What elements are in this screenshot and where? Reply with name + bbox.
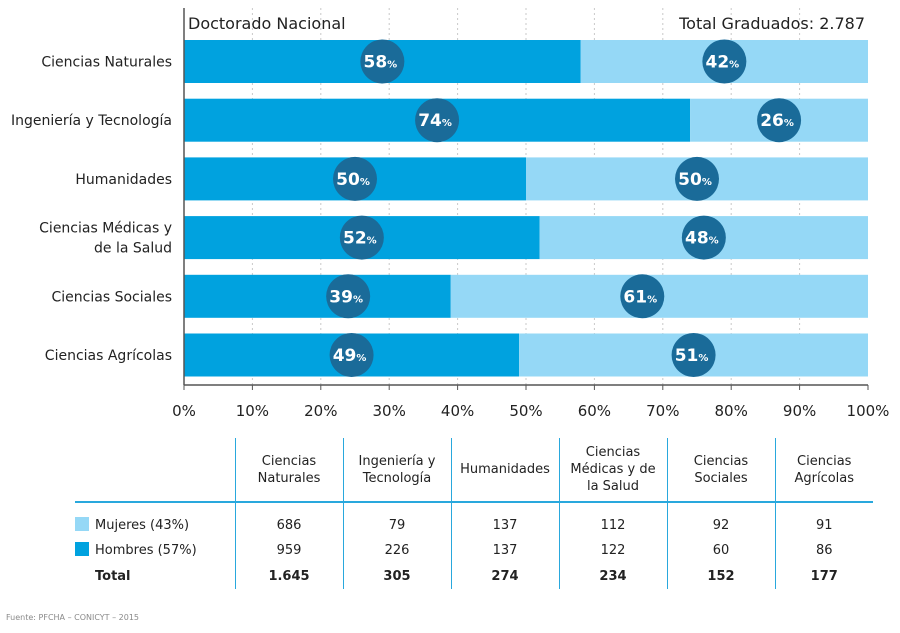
table-header-cell: Ciencias Sociales	[666, 438, 775, 503]
value-circle	[415, 98, 460, 143]
category-label: Ciencias Sociales	[52, 289, 172, 305]
table-cell: 112	[558, 502, 667, 537]
table-cell: 137	[450, 502, 559, 537]
x-tick-label: 0%	[172, 402, 196, 420]
value-circle	[333, 156, 377, 201]
table-header-cell: Ciencias Naturales	[234, 438, 343, 503]
data-label: 58%	[364, 53, 398, 73]
x-tick-label: 90%	[783, 402, 816, 420]
value-circle	[681, 215, 726, 260]
table-cell: 86	[774, 537, 873, 563]
chart-subtitle: Total Graduados: 2.787	[678, 14, 865, 33]
x-tick-label: 30%	[373, 402, 406, 420]
data-label: 74%	[418, 111, 452, 131]
category-label: Ciencias Naturales	[41, 55, 172, 71]
data-label: 26%	[760, 111, 794, 131]
table-cell: 686	[234, 502, 343, 537]
x-tick-label: 70%	[646, 402, 679, 420]
table-header-cell: Ingeniería y Tecnología	[342, 438, 451, 503]
category-label: Humanidades	[75, 172, 172, 188]
value-circle	[671, 333, 716, 377]
category-label: Ciencias Agrícolas	[45, 348, 172, 364]
stacked-bar-chart: Ciencias Naturales 58% 42% Ingeniería y Tec…	[11, 8, 890, 420]
x-tick-label: 50%	[509, 402, 542, 420]
table-header-cell: Ciencias Médicas y de la Salud	[558, 438, 667, 503]
value-circle	[675, 156, 719, 201]
chart-title: Doctorado Nacional	[188, 14, 346, 33]
value-circle	[360, 39, 405, 84]
data-label: 52%	[343, 229, 377, 249]
x-tick-label: 80%	[715, 402, 748, 420]
table-row: Total 1.645 305 274 234 152 177	[75, 563, 873, 589]
table-cell: 91	[774, 502, 873, 537]
data-label: 39%	[329, 287, 363, 307]
table-cell: 60	[666, 537, 775, 563]
table-cell: 152	[666, 563, 775, 589]
legend-swatch	[75, 542, 89, 556]
row-label: Mujeres (43%)	[75, 502, 235, 537]
x-tick-label: 60%	[578, 402, 611, 420]
table-row: Hombres (57%) 959 226 137 122 60 86	[75, 537, 873, 563]
table-cell: 274	[450, 563, 559, 589]
table-cell: 137	[450, 537, 559, 563]
table-cell: 177	[774, 563, 873, 589]
data-label: 51%	[675, 346, 709, 366]
value-circle	[620, 274, 665, 319]
table-cell: 79	[342, 502, 451, 537]
source-note: Fuente: PFCHA – CONICYT – 2015	[6, 613, 139, 622]
row-label: Total	[95, 568, 131, 584]
bar-segment	[184, 274, 451, 318]
value-circle	[339, 215, 384, 260]
legend-swatch	[75, 517, 89, 531]
table-cell: 122	[558, 537, 667, 563]
table-header-row: Ciencias Naturales Ingeniería y Tecnología…	[75, 438, 873, 503]
table-cell: 234	[558, 563, 667, 589]
value-circle	[702, 39, 747, 84]
data-label: 42%	[706, 53, 740, 73]
category-label: Ingeniería y Tecnología	[11, 113, 172, 129]
category-label: Ciencias Médicas y de la Salud	[39, 221, 172, 257]
x-tick-label: 40%	[441, 402, 474, 420]
table-cell: 226	[342, 537, 451, 563]
x-tick-label: 100%	[847, 402, 890, 420]
value-circle	[757, 98, 802, 143]
x-tick-label: 10%	[236, 402, 269, 420]
value-circle	[329, 333, 374, 377]
table-header-cell: Humanidades	[450, 438, 559, 503]
data-label: 50%	[336, 170, 370, 190]
data-label: 49%	[333, 346, 367, 366]
data-label: 61%	[623, 287, 657, 307]
table-cell: 959	[234, 537, 343, 563]
table-cell: 1.645	[234, 563, 343, 589]
table-header-cell: Ciencias Agrícolas	[774, 438, 873, 503]
x-tick-label: 20%	[304, 402, 337, 420]
table-cell: 305	[342, 563, 451, 589]
data-label: 50%	[678, 170, 712, 190]
table-row: Mujeres (43%) 686 79 137 112 92 91	[75, 502, 873, 537]
value-circle	[326, 274, 371, 319]
data-table: Ciencias Naturales Ingeniería y Tecnología…	[75, 438, 873, 589]
row-label: Hombres (57%)	[75, 537, 235, 563]
table-header-blank	[75, 438, 235, 503]
data-label: 48%	[685, 229, 719, 249]
table-cell: 92	[666, 502, 775, 537]
